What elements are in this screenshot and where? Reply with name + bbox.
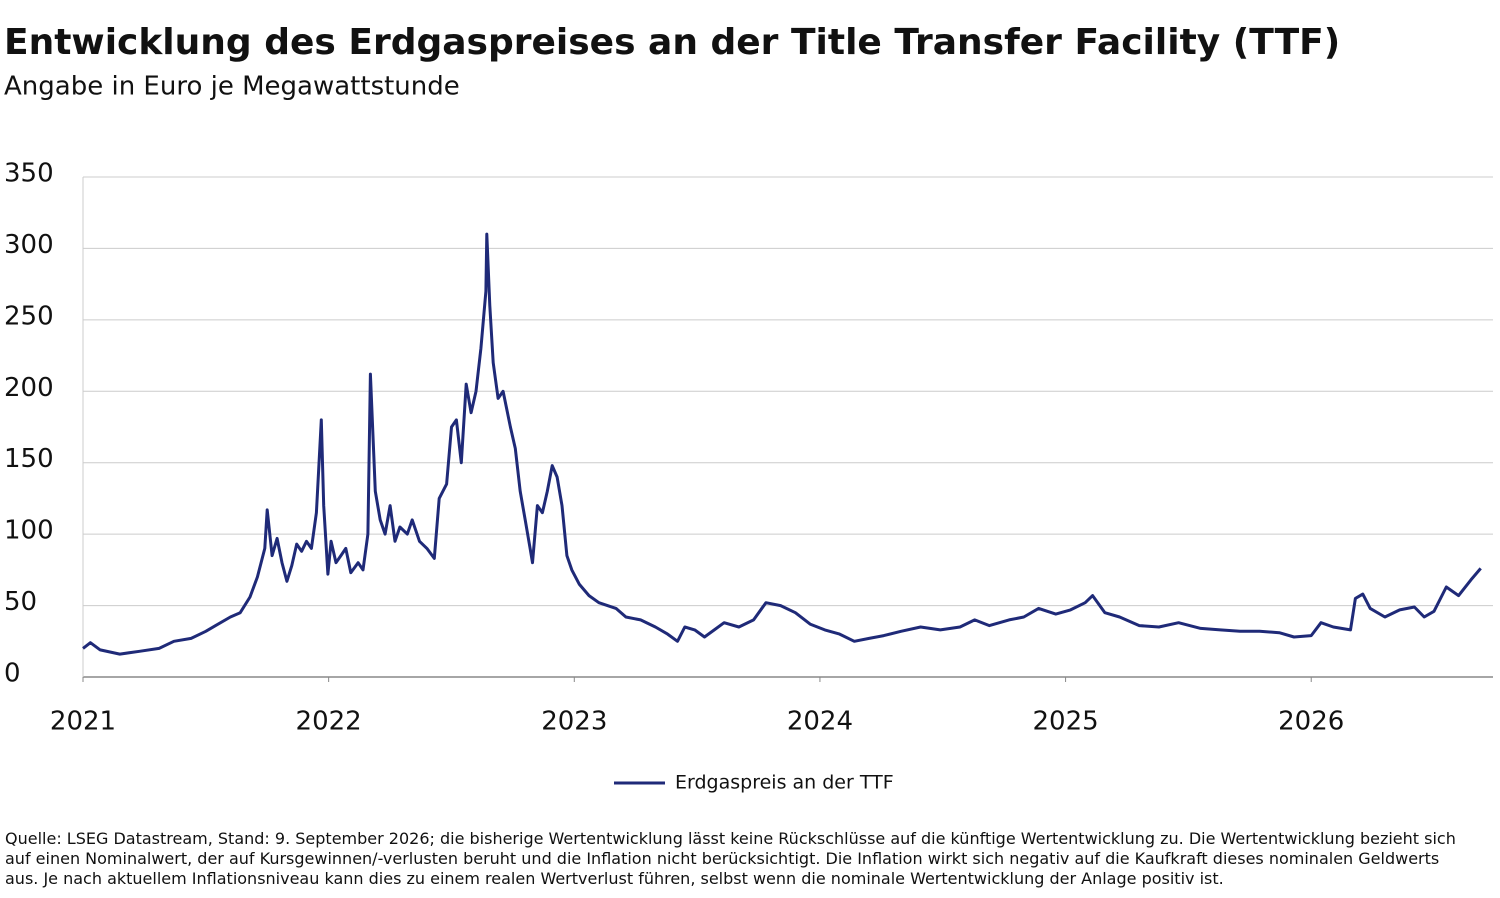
x-tick-label: 2025	[1032, 707, 1098, 737]
chart: Entwicklung des Erdgaspreises an der Tit…	[4, 22, 1493, 794]
legend-label: Erdgaspreis an der TTF	[675, 772, 894, 794]
y-tick-label: 100	[4, 516, 54, 546]
chart-subtitle: Angabe in Euro je Megawattstunde	[4, 72, 460, 102]
y-tick-label: 250	[4, 301, 54, 331]
y-tick-label: 50	[4, 587, 37, 617]
x-tick-label: 2023	[541, 707, 607, 737]
x-tick-label: 2024	[787, 707, 853, 737]
y-tick-label: 350	[4, 159, 54, 189]
x-tick-label: 2021	[50, 707, 116, 737]
x-tick-label: 2022	[296, 707, 362, 737]
chart-title: Entwicklung des Erdgaspreises an der Tit…	[4, 22, 1340, 63]
y-tick-label: 300	[4, 230, 54, 260]
data-line	[82, 232, 1482, 656]
y-tick-label: 200	[4, 373, 54, 403]
source-note: Quelle: LSEG Datastream, Stand: 9. Septe…	[5, 829, 1456, 888]
y-tick-label: 0	[4, 659, 21, 689]
x-tick-label: 2026	[1278, 707, 1344, 737]
y-tick-label: 150	[4, 444, 54, 474]
